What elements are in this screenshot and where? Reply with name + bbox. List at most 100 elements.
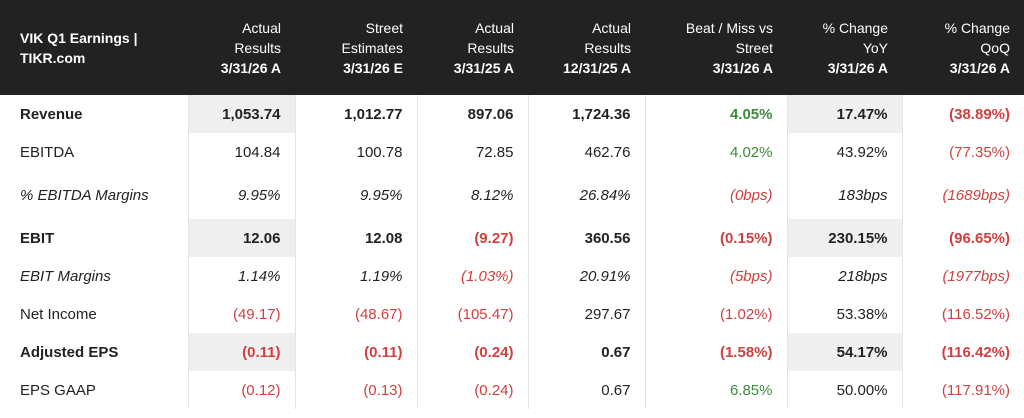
table-cell: 72.85 [417,133,529,171]
table-cell: 1.19% [295,257,418,295]
row-label: EBIT Margins [0,257,189,295]
table-cell: 6.85% [645,371,788,409]
column-header-date: 3/31/25 A [453,59,514,76]
table-cell: (0.15%) [645,219,788,257]
table-cell: (116.52%) [941,305,1010,323]
row-label: EPS GAAP [0,371,189,409]
header-row: VIK Q1 Earnings | TIKR.com Actual Results… [0,0,1024,95]
row-label: EBITDA [0,133,189,171]
table-cell: 297.67 [528,295,646,333]
table-cell: 1,724.36 [528,95,646,133]
table-cell: (1.58%) [645,333,788,371]
table-cell: (105.47) [417,295,529,333]
table-cell: (5bps) [645,257,788,295]
column-header: % Change QoQ 3/31/26 A [902,0,1024,95]
column-header-line: Results [234,39,281,56]
table-cell: (9.27) [417,219,529,257]
table-row: EBIT 12.06 12.08 (9.27) 360.56 (0.15%) 230.15%… [0,219,1024,257]
table-cell: (0.11) [188,333,296,371]
table-cell: 0.67 [528,371,646,409]
table-cell: 53.38% [787,295,903,333]
table-cell: 50.00% [787,371,903,409]
table-cell: (1977bps) [942,267,1010,285]
table-cell: 12.06 [188,219,296,257]
column-header-line: Street [735,39,773,56]
table-cell: (48.67) [295,295,418,333]
table-cell: 897.06 [417,95,529,133]
table-cell: 17.47% [787,95,903,133]
table-cell: 100.78 [295,133,418,171]
row-label: Adjusted EPS [0,333,189,371]
column-header: Actual Results 3/31/25 A [417,0,528,95]
table-cell: 4.05% [645,95,788,133]
table-cell: (0.24) [417,371,529,409]
table-cell: 183bps [787,171,903,219]
row-label: Net Income [0,295,189,333]
column-header-line: Estimates [341,39,403,56]
table-cell: 43.92% [787,133,903,171]
table-cell: (1689bps) [942,186,1010,204]
table-row: Net Income (49.17) (48.67) (105.47) 297.67 (1… [0,295,1024,333]
column-header-line: Actual [242,19,281,36]
table-header: VIK Q1 Earnings | TIKR.com Actual Results… [0,0,1024,95]
table-cell: 8.12% [417,171,529,219]
column-header: % Change YoY 3/31/26 A [787,0,902,95]
column-header-line: YoY [862,39,888,56]
table-cell: 54.17% [787,333,903,371]
column-header-date: 12/31/25 A [563,59,631,76]
table-cell: 1,053.74 [188,95,296,133]
table-cell: 26.84% [528,171,646,219]
row-label: EBIT [0,219,189,257]
column-header-line: QoQ [980,39,1010,56]
column-header: Actual Results 12/31/25 A [528,0,645,95]
column-header: Beat / Miss vs Street 3/31/26 A [645,0,787,95]
table-row: EBIT Margins 1.14% 1.19% (1.03%) 20.91% (5bps… [0,257,1024,295]
earnings-table: VIK Q1 Earnings | TIKR.com Actual Results… [0,0,1024,409]
table-cell: (0.12) [188,371,296,409]
table-cell: 20.91% [528,257,646,295]
table-cell: 1.14% [188,257,296,295]
column-header-line: Results [467,39,514,56]
column-header-date: 3/31/26 A [827,59,888,76]
table-title-line: VIK Q1 Earnings | [20,29,138,46]
table-cell: 9.95% [295,171,418,219]
table-cell: (38.89%) [949,105,1010,123]
table-cell: 12.08 [295,219,418,257]
table-cell: (0.24) [417,333,529,371]
table-row: EBITDA 104.84 100.78 72.85 462.76 4.02% 43.92%… [0,133,1024,171]
column-header-line: Actual [475,19,514,36]
table-cell: (1.02%) [645,295,788,333]
table-cell: (1.03%) [417,257,529,295]
table-body: Revenue 1,053.74 1,012.77 897.06 1,724.36 4.0… [0,95,1024,409]
table-cell: 230.15% [787,219,903,257]
table-cell: 360.56 [528,219,646,257]
table-row: % EBITDA Margins 9.95% 9.95% 8.12% 26.84% (0b… [0,171,1024,219]
table-cell: 1,012.77 [295,95,418,133]
table-cell: 462.76 [528,133,646,171]
table-row: Adjusted EPS (0.11) (0.11) (0.24) 0.67 (1.58%… [0,333,1024,371]
column-header-date: 3/31/26 A [949,59,1010,76]
table-cell: (116.42%) [941,343,1010,361]
column-header-line: Street [365,19,403,36]
table-cell: 218bps [787,257,903,295]
table-cell: (0.11) [295,333,418,371]
table-cell: (117.91%) [941,381,1010,399]
column-header-line: % Change [822,19,888,36]
table-cell: 9.95% [188,171,296,219]
row-label: % EBITDA Margins [0,171,189,219]
table-cell: 4.02% [645,133,788,171]
table-row: Revenue 1,053.74 1,012.77 897.06 1,724.36 4.0… [0,95,1024,133]
table-cell: (77.35%) [949,143,1010,161]
table-title: VIK Q1 Earnings | TIKR.com [0,0,188,95]
column-header-date: 3/31/26 E [343,59,403,76]
table-row: EPS GAAP (0.12) (0.13) (0.24) 0.67 6.85% 50.00… [0,371,1024,409]
column-header-date: 3/31/26 A [220,59,281,76]
row-label: Revenue [0,95,189,133]
column-header-date: 3/31/26 A [712,59,773,76]
column-header-line: Actual [592,19,631,36]
column-header-line: Beat / Miss vs [685,19,773,36]
table-cell: 0.67 [528,333,646,371]
table-cell: (49.17) [188,295,296,333]
column-header: Street Estimates 3/31/26 E [295,0,417,95]
table-cell: (0bps) [645,171,788,219]
